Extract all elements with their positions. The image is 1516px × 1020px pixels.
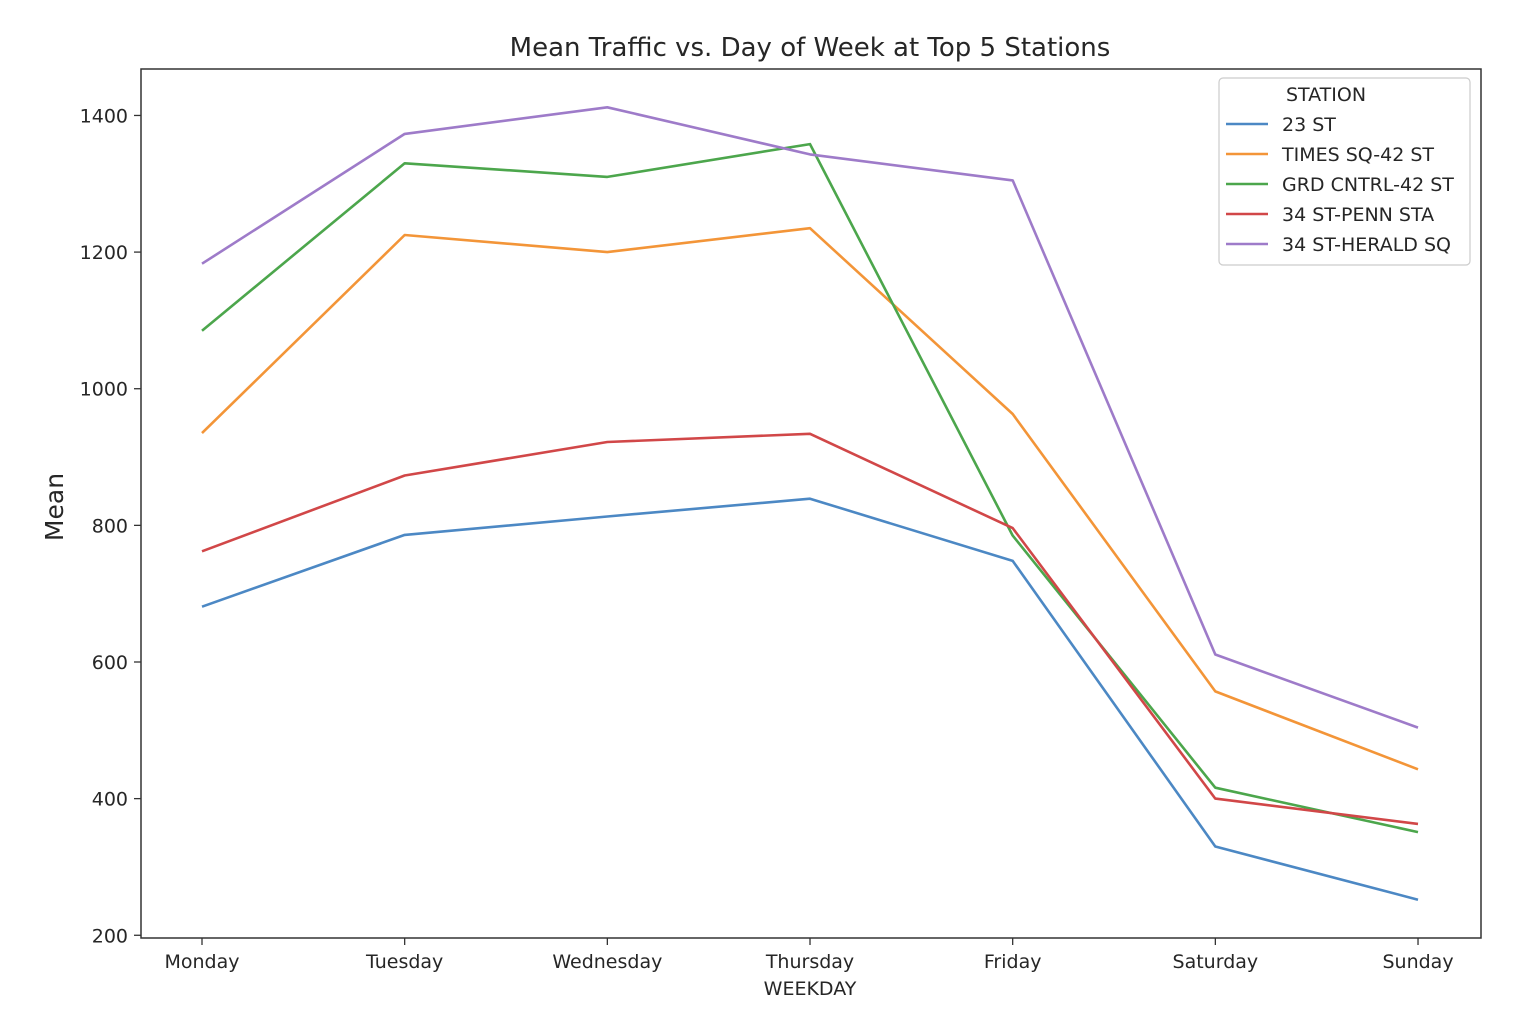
x-tick-label: Friday xyxy=(984,951,1042,973)
y-tick-label: 600 xyxy=(92,652,128,674)
y-axis-label: Mean xyxy=(40,473,69,541)
y-tick-label: 1200 xyxy=(80,242,128,264)
series-line-0 xyxy=(201,497,1419,901)
x-axis-label: WEEKDAY xyxy=(764,978,857,1000)
series-line-2 xyxy=(201,142,1419,834)
x-tick-label: Sunday xyxy=(1382,951,1453,973)
legend-title: STATION xyxy=(1286,84,1366,106)
series-line-4 xyxy=(201,106,1419,729)
legend-label: 34 ST-PENN STA xyxy=(1282,204,1434,226)
legend: STATION 23 ST TIMES SQ-42 ST GRD CNTRL-42 … xyxy=(1218,77,1471,266)
legend-box xyxy=(1218,77,1471,266)
y-tick-label: 1000 xyxy=(80,379,128,401)
y-tick-label: 1400 xyxy=(80,105,128,127)
legend-label: TIMES SQ-42 ST xyxy=(1281,144,1434,166)
chart-title: Mean Traffic vs. Day of Week at Top 5 St… xyxy=(510,33,1111,63)
x-tick-label: Monday xyxy=(164,951,239,973)
legend-label: 34 ST-HERALD SQ xyxy=(1282,234,1451,256)
series-lines xyxy=(201,106,1419,901)
legend-label: 23 ST xyxy=(1282,114,1336,136)
series-line-3 xyxy=(201,432,1419,826)
y-tick-label: 200 xyxy=(92,925,128,947)
y-tick-label: 800 xyxy=(92,515,128,537)
x-tick-label: Saturday xyxy=(1173,951,1259,973)
y-axis: 200 400 600 800 1000 1200 1400 xyxy=(80,105,141,947)
series-line-1 xyxy=(201,226,1419,771)
y-tick-label: 400 xyxy=(92,789,128,811)
x-tick-label: Tuesday xyxy=(365,951,443,973)
x-axis: Monday Tuesday Wednesday Thursday Friday Satu… xyxy=(164,938,1454,973)
x-tick-label: Thursday xyxy=(765,951,854,973)
x-tick-label: Wednesday xyxy=(552,951,662,973)
legend-label: GRD CNTRL-42 ST xyxy=(1282,174,1454,196)
legend-items: 23 ST TIMES SQ-42 ST GRD CNTRL-42 ST 34 ST-… xyxy=(1226,114,1454,256)
